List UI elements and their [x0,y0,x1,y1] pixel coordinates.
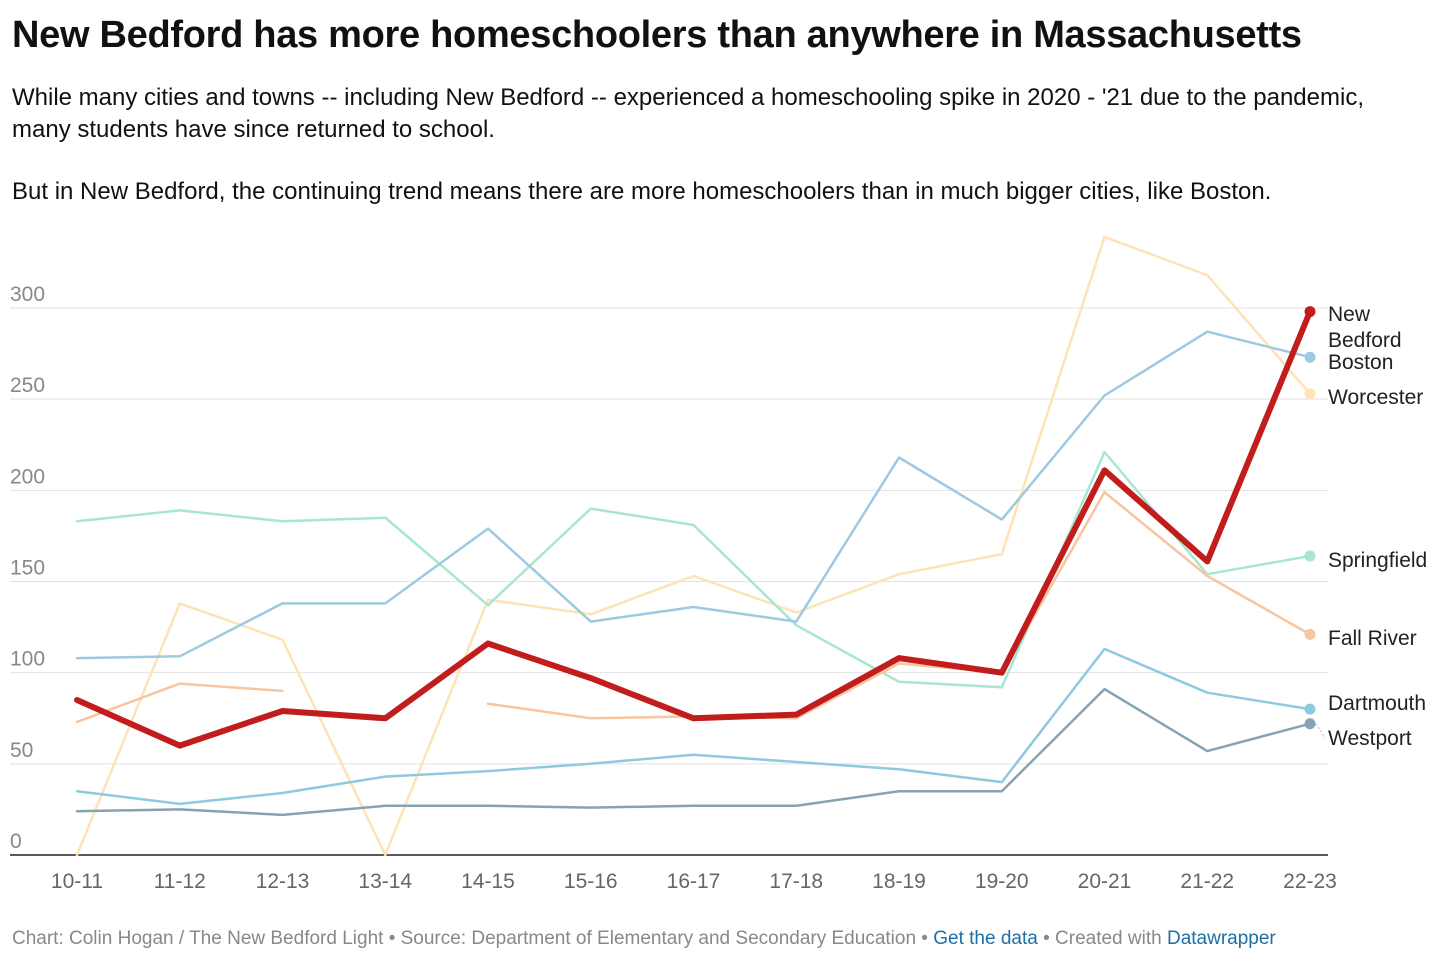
series-line [74,308,1313,749]
x-tick-label: 11-12 [154,870,206,893]
label-connector [1315,723,1326,739]
y-axis: 0 50 100 150 200 250 300 [10,283,45,853]
x-tick-label: 10-11 [51,870,103,893]
x-tick-label: 18-19 [872,870,926,893]
series-label: New [1328,303,1371,326]
series-label: Fall River [1328,627,1417,650]
series-label: Dartmouth [1328,692,1426,715]
x-tick-label: 22-23 [1283,870,1337,893]
x-tick-label: 19-20 [975,870,1029,893]
series-end-point [1304,351,1316,363]
y-tick-label: 50 [10,739,33,762]
datawrapper-link[interactable]: Datawrapper [1166,928,1276,949]
x-tick-label: 17-18 [769,870,823,893]
gridlines [10,307,1328,856]
series-line [75,330,1312,660]
series-label: Worcester [1328,386,1423,409]
series-end-point [1304,306,1316,318]
chart-title: New Bedford has more homeschoolers than … [12,14,1302,56]
series-line [75,490,1312,724]
series-line [75,235,1312,857]
x-tick-label: 12-13 [256,870,310,893]
series-line [75,647,1312,806]
description-paragraph: While many cities and towns -- including… [12,84,1364,143]
footer-separator: • Created with [1037,928,1167,949]
series-lines [74,235,1313,857]
series-label: Springfield [1328,549,1427,572]
series-end-point [1304,718,1316,730]
description-paragraph: But in New Bedford, the continuing trend… [12,178,1272,205]
x-tick-label: 21-22 [1180,870,1234,893]
series-label: Bedford [1328,329,1402,352]
series-end-point [1304,388,1316,400]
y-tick-label: 250 [10,374,45,397]
y-tick-label: 0 [10,830,22,853]
series-end-point [1304,550,1316,562]
y-tick-label: 100 [10,648,45,671]
chart-footer: Chart: Colin Hogan / The New Bedford Lig… [12,928,1276,950]
footer-credit: Chart: Colin Hogan / The New Bedford Lig… [12,928,934,949]
get-data-link[interactable]: Get the data [933,928,1038,949]
x-tick-label: 20-21 [1078,870,1132,893]
x-tick-label: 15-16 [564,870,618,893]
y-tick-label: 300 [10,283,45,306]
y-tick-label: 200 [10,465,45,488]
series-line [75,450,1312,689]
series-end-point [1304,628,1316,640]
series-end-point [1304,703,1316,715]
chart-description: While many cities and towns -- including… [12,82,1412,208]
x-tick-label: 13-14 [358,870,412,893]
x-tick-label: 14-15 [461,870,515,893]
series-line [75,687,1312,817]
x-axis: 10-11 11-12 12-13 13-14 14-15 15-16 16-17 17-18… [51,870,1337,893]
series-label: Westport [1328,727,1412,750]
series-label: Boston [1328,351,1393,374]
y-tick-label: 150 [10,557,45,580]
end-markers [1304,306,1316,730]
x-tick-label: 16-17 [667,870,721,893]
